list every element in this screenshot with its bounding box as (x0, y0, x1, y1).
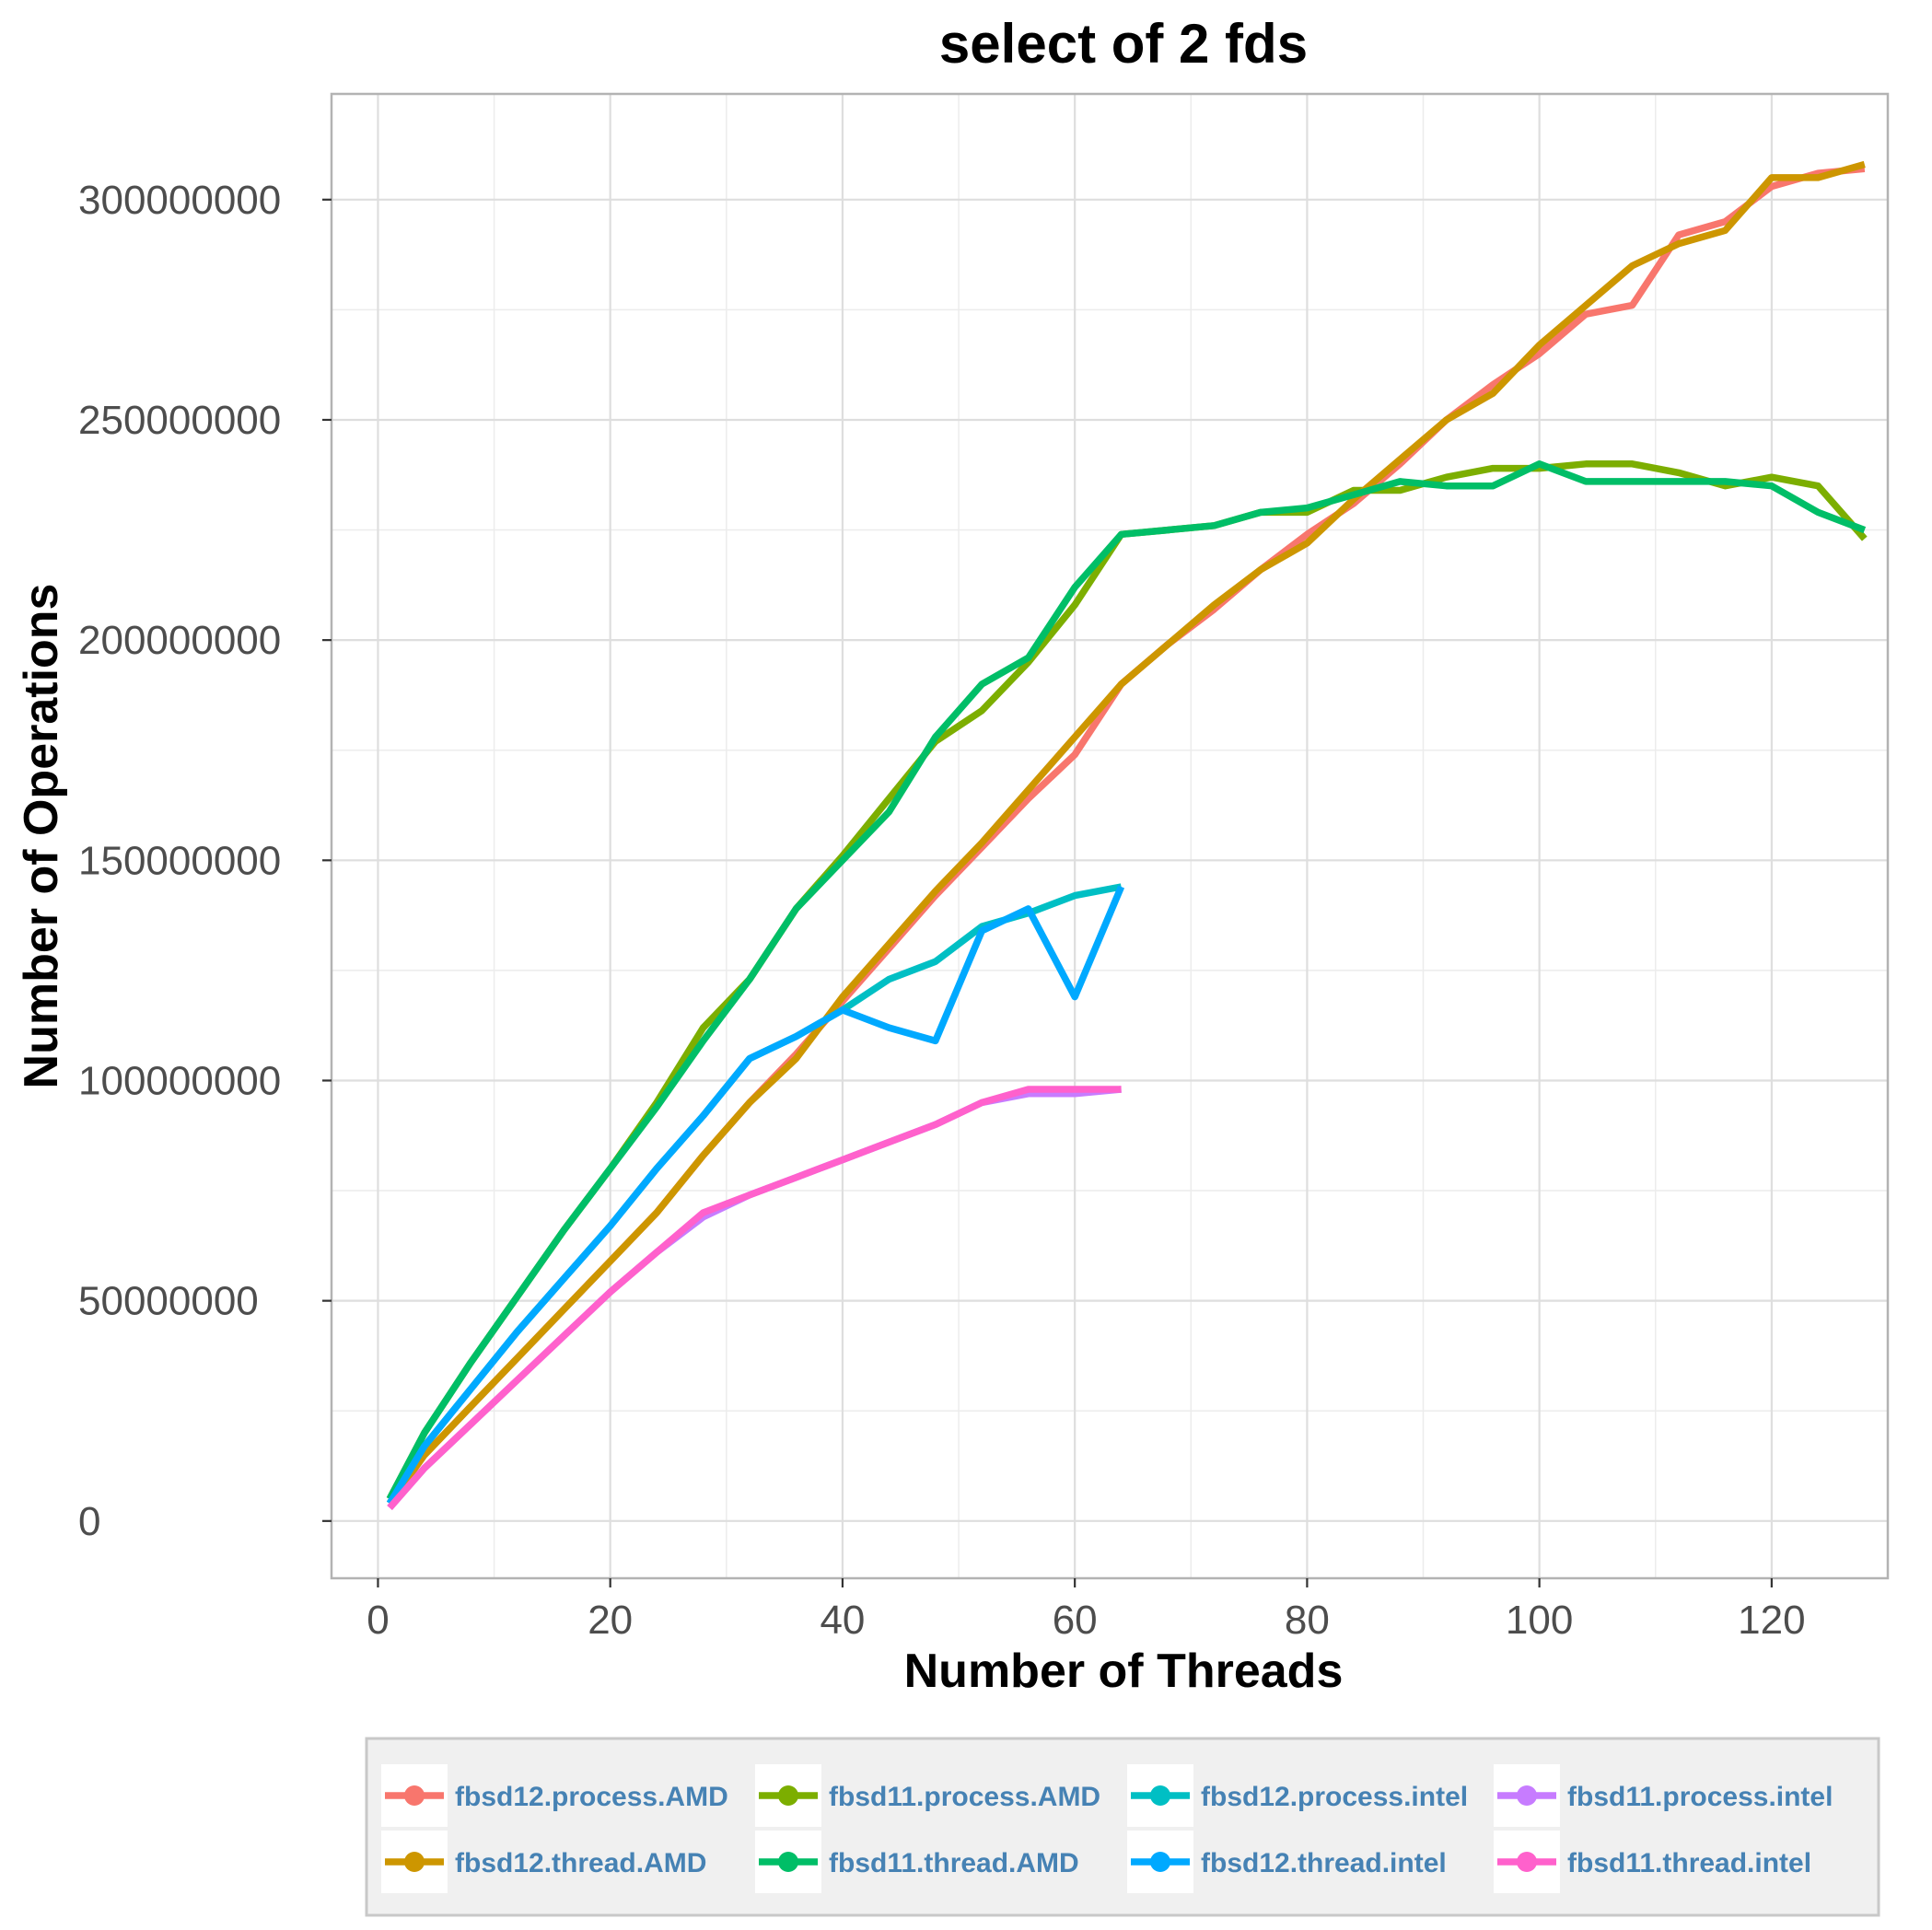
y-tick-label: 300000000 (78, 178, 281, 223)
major-gridlines (332, 94, 1888, 1578)
legend-item: fbsd12.process.AMD (381, 1764, 728, 1827)
x-axis-title: Number of Threads (904, 1645, 1344, 1698)
y-tick-label: 50000000 (78, 1279, 259, 1324)
legend-key-point (1517, 1852, 1537, 1872)
legend-key-point (404, 1852, 425, 1872)
legend-label: fbsd11.thread.AMD (829, 1848, 1079, 1878)
x-tick-label: 0 (367, 1598, 389, 1643)
plot-panel (330, 92, 1890, 1580)
series-line-fbsd12-thread-intel (386, 885, 1125, 1506)
y-axis: 0 50000000 100000000 150000000 200000000 2500… (78, 178, 332, 1544)
y-tick-label: 100000000 (78, 1058, 281, 1103)
legend-items: fbsd12.process.AMD fbsd11.process.AMD fbsd… (381, 1764, 1833, 1893)
legend-label: fbsd11.thread.intel (1567, 1848, 1811, 1878)
legend-label: fbsd12.process.AMD (455, 1782, 728, 1812)
legend-item: fbsd12.thread.intel (1127, 1831, 1447, 1893)
legend-label: fbsd12.thread.intel (1201, 1848, 1447, 1878)
plot-background (332, 94, 1888, 1578)
legend-label: fbsd11.process.intel (1567, 1782, 1833, 1812)
series-line-fbsd11-thread-intel (387, 1086, 1122, 1510)
x-tick-label: 60 (1053, 1598, 1098, 1643)
legend-item: fbsd12.process.intel (1127, 1764, 1468, 1827)
y-axis-title: Number of Operations (15, 584, 68, 1089)
chart-title: select of 2 fds (939, 13, 1308, 75)
x-tick-label: 40 (820, 1598, 865, 1643)
legend-item: fbsd11.process.AMD (755, 1764, 1100, 1827)
plot-border (330, 92, 1890, 1580)
legend-key-point (778, 1852, 798, 1872)
series-line-fbsd12-thread-amd (387, 160, 1866, 1506)
legend-key-point (1517, 1785, 1537, 1806)
legend: fbsd12.process.AMD fbsd11.process.AMD fbsd… (365, 1737, 1880, 1917)
y-tick-label: 150000000 (78, 838, 281, 883)
y-tick-label: 200000000 (78, 618, 281, 663)
legend-key-point (404, 1785, 425, 1806)
y-tick-label: 250000000 (78, 398, 281, 443)
series-line-fbsd11-thread-amd (386, 460, 1867, 1501)
legend-item: fbsd12.thread.AMD (381, 1831, 706, 1893)
legend-item: fbsd11.thread.intel (1494, 1831, 1811, 1893)
legend-key-point (778, 1785, 798, 1806)
x-tick-label: 100 (1506, 1598, 1573, 1643)
y-tick-label: 0 (78, 1499, 100, 1544)
legend-label: fbsd11.process.AMD (829, 1782, 1100, 1812)
legend-label: fbsd12.process.intel (1201, 1782, 1468, 1812)
x-tick-label: 120 (1738, 1598, 1805, 1643)
legend-key-point (1150, 1852, 1170, 1872)
series-lines (386, 160, 1868, 1510)
legend-item: fbsd11.process.intel (1494, 1764, 1833, 1827)
x-tick-label: 80 (1285, 1598, 1330, 1643)
legend-item: fbsd11.thread.AMD (755, 1831, 1079, 1893)
legend-label: fbsd12.thread.AMD (455, 1848, 706, 1878)
legend-key-point (1150, 1785, 1170, 1806)
x-axis: 0 20 40 60 80 100 120 (367, 1578, 1806, 1643)
legend-box (365, 1737, 1880, 1917)
x-tick-label: 20 (588, 1598, 633, 1643)
